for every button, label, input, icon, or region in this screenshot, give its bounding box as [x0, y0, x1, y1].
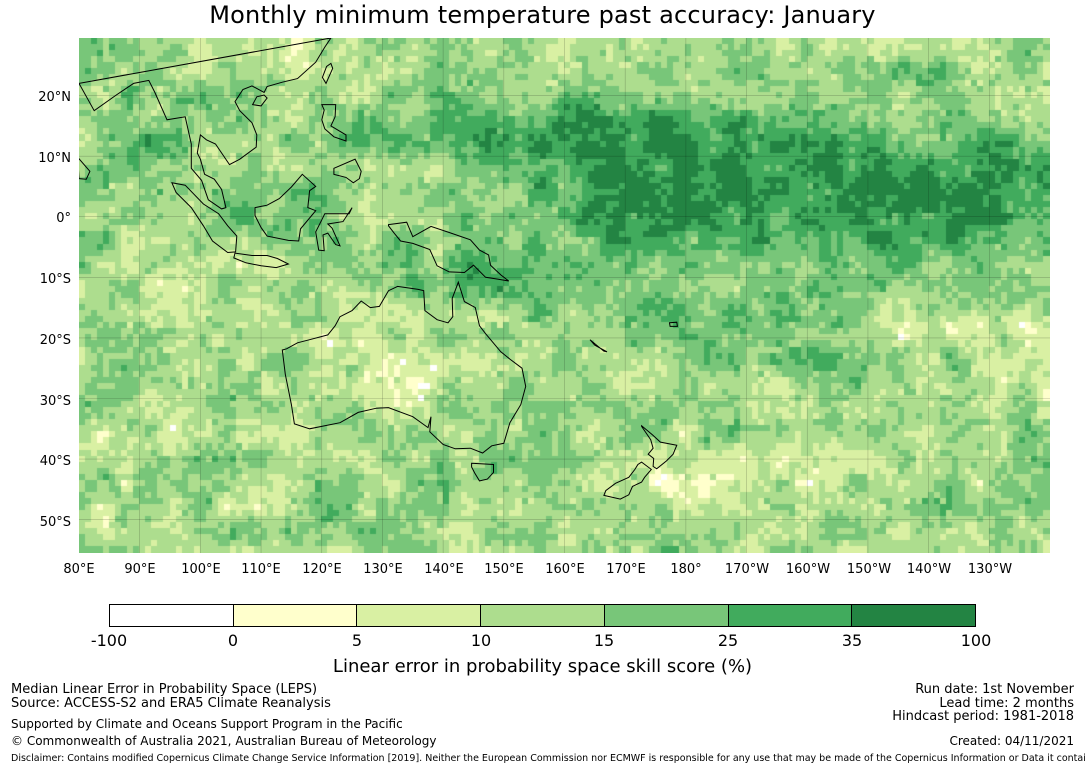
colorbar-segment — [110, 605, 234, 626]
footer-source: Source: ACCESS-S2 and ERA5 Climate Reana… — [11, 696, 331, 711]
lon-label-120e: 120°E — [302, 562, 342, 577]
lon-label-150e: 150°E — [484, 562, 524, 577]
tasmania-coastline — [471, 462, 494, 482]
lat-label-40s: 40°S — [39, 454, 71, 469]
taiwan-coastline — [321, 62, 334, 85]
colorbar-tick: 25 — [717, 631, 739, 650]
lon-label-130w: 130°W — [967, 562, 1013, 577]
new-caledonia-coastline — [589, 339, 608, 353]
sulawesi-coastline — [315, 207, 353, 252]
lat-label-20n: 20°N — [38, 90, 71, 105]
footer-lead-time: Lead time: 2 months — [939, 696, 1074, 711]
lat-label-20s: 20°S — [39, 333, 71, 348]
map-overlay — [79, 38, 1050, 553]
colorbar-tick: 100 — [960, 631, 992, 650]
lat-label-10s: 10°S — [39, 272, 71, 287]
colorbar-segment — [357, 605, 482, 626]
colorbar-segment — [233, 605, 358, 626]
skill-score-raster — [79, 38, 1050, 553]
lat-label-10n: 10°N — [38, 151, 71, 166]
colorbar-label: Linear error in probability space skill … — [332, 656, 753, 677]
lat-label-30s: 30°S — [39, 394, 71, 409]
colorbar-segment — [604, 605, 729, 626]
colorbar-tick: 35 — [841, 631, 863, 650]
footer-support: Supported by Climate and Oceans Support … — [11, 717, 403, 731]
footer-copyright: © Commonwealth of Australia 2021, Austra… — [11, 734, 437, 748]
sumatra-coastline — [171, 182, 238, 254]
colorbar-tick: 10 — [470, 631, 492, 650]
lon-label-80e: 80°E — [63, 562, 95, 577]
nz-north-island-coastline — [641, 424, 678, 470]
colorbar-segment — [728, 605, 853, 626]
colorbar-segment — [481, 605, 605, 626]
lon-label-180: 180° — [670, 562, 702, 577]
lon-label-130e: 130°E — [363, 562, 403, 577]
lon-label-170e: 170°E — [606, 562, 646, 577]
lon-label-90e: 90°E — [124, 562, 156, 577]
colorbar — [109, 604, 976, 627]
footer-run-date: Run date: 1st November — [915, 682, 1074, 697]
australia-coastline — [281, 280, 527, 454]
borneo-coastline — [254, 173, 317, 242]
colorbar-segment — [852, 605, 976, 626]
colorbar-tick: 0 — [227, 631, 239, 650]
lon-label-160e: 160°E — [545, 562, 585, 577]
sri-lanka-coastline — [79, 158, 91, 180]
chart-title: Monthly minimum temperature past accurac… — [209, 1, 876, 29]
skill-map — [79, 38, 1050, 553]
lon-label-170w: 170°W — [724, 562, 770, 577]
colorbar-tick: 15 — [593, 631, 615, 650]
footer-method: Median Linear Error in Probability Space… — [11, 682, 318, 697]
lon-label-140w: 140°W — [906, 562, 952, 577]
mindanao-coastline — [333, 158, 362, 184]
colorbar-tick: 5 — [351, 631, 363, 650]
lon-label-100e: 100°E — [181, 562, 221, 577]
fiji-coastline — [668, 321, 678, 327]
asia-mainland-coastline — [79, 38, 332, 210]
disclaimer: Disclaimer: Contains modified Copernicus… — [11, 753, 1085, 764]
nz-south-island-coastline — [603, 461, 653, 500]
colorbar-tick: -100 — [90, 631, 128, 650]
hainan-coastline — [251, 94, 268, 107]
lon-label-150w: 150°W — [846, 562, 892, 577]
lon-label-110e: 110°E — [241, 562, 281, 577]
lat-label-50s: 50°S — [39, 515, 71, 530]
luzon-coastline — [321, 104, 347, 142]
lon-label-160w: 160°W — [785, 562, 831, 577]
lon-label-140e: 140°E — [424, 562, 464, 577]
footer-hindcast: Hindcast period: 1981-2018 — [892, 709, 1074, 724]
footer-created: Created: 04/11/2021 — [949, 734, 1074, 748]
java-coastline — [233, 252, 290, 269]
new-guinea-coastline — [388, 221, 510, 282]
lat-label-0: 0° — [56, 211, 71, 226]
